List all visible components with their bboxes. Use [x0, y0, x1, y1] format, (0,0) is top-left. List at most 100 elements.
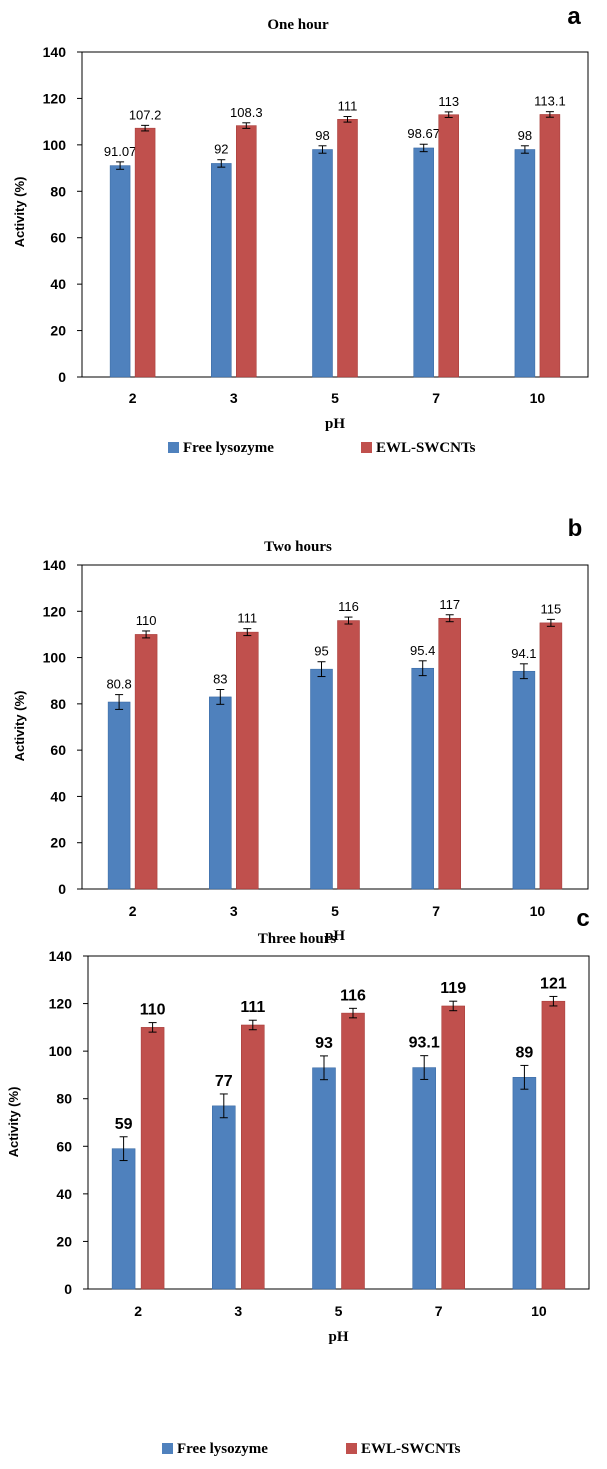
y-tick-label: 140	[43, 44, 67, 60]
bar	[413, 147, 434, 378]
legend: Free lysozyme EWL-SWCNTs	[168, 440, 476, 456]
x-tick-label: 3	[230, 903, 238, 919]
y-tick-label: 20	[56, 1233, 72, 1249]
x-tick-label: 2	[129, 903, 137, 919]
data-label: 107.2	[129, 107, 162, 122]
x-tick-label: 5	[335, 1303, 343, 1319]
bar	[134, 634, 158, 890]
panel-label: b	[568, 515, 583, 542]
bar	[236, 125, 257, 378]
data-label: 95.4	[410, 643, 435, 658]
bar	[140, 1027, 165, 1290]
bar	[539, 622, 563, 890]
data-label: 111	[240, 999, 265, 1016]
y-tick-label: 80	[50, 183, 66, 199]
data-label: 119	[440, 980, 466, 997]
chart-title: One hour	[267, 17, 329, 33]
y-tick-label: 100	[43, 137, 67, 153]
data-label: 59	[115, 1116, 133, 1133]
bar	[134, 127, 156, 378]
data-label: 98	[518, 128, 532, 143]
data-label: 77	[215, 1073, 233, 1090]
x-tick-label: 7	[435, 1303, 443, 1319]
data-label: 93	[315, 1035, 333, 1052]
bar	[438, 617, 461, 890]
y-tick-label: 60	[50, 230, 66, 246]
data-label: 108.3	[230, 105, 263, 120]
y-axis-label: Activity (%)	[6, 1087, 21, 1158]
x-tick-label: 3	[234, 1303, 242, 1319]
legend-item-label: Free lysozyme	[177, 1441, 268, 1457]
y-tick-label: 80	[56, 1091, 72, 1107]
bar	[109, 165, 131, 378]
y-tick-label: 40	[50, 276, 66, 292]
y-tick-label: 0	[58, 369, 66, 385]
bar	[541, 1000, 566, 1290]
bar	[539, 114, 561, 378]
y-axis-label: Activity (%)	[12, 691, 27, 762]
y-axis-label: Activity (%)	[12, 177, 27, 248]
bar	[512, 1077, 537, 1290]
data-label: 111	[338, 99, 358, 114]
data-label: 80.8	[106, 677, 131, 692]
data-label: 113.1	[534, 94, 566, 109]
legend-swatch	[162, 1443, 173, 1454]
data-label: 113	[438, 94, 459, 109]
bar	[241, 1024, 265, 1290]
bar	[212, 1105, 236, 1290]
legend-item-label: EWL-SWCNTs	[376, 440, 476, 456]
bar	[438, 114, 459, 378]
x-tick-label: 7	[432, 903, 440, 919]
y-tick-label: 140	[43, 557, 67, 573]
y-tick-label: 40	[50, 788, 66, 804]
data-label: 92	[214, 142, 228, 157]
y-tick-label: 60	[50, 742, 66, 758]
data-label: 110	[136, 613, 157, 628]
data-label: 115	[541, 601, 562, 616]
data-label: 110	[140, 1002, 166, 1019]
data-label: 116	[338, 599, 359, 614]
bar	[312, 149, 333, 378]
x-tick-label: 3	[230, 390, 238, 406]
bar	[111, 1148, 136, 1290]
data-label: 121	[540, 975, 567, 992]
data-label: 95	[314, 644, 328, 659]
x-tick-label: 5	[331, 903, 339, 919]
x-tick-label: 10	[530, 903, 546, 919]
bar	[341, 1012, 365, 1290]
y-tick-label: 60	[56, 1138, 72, 1154]
bar	[211, 163, 232, 378]
chart-panel-b: Two hours b 0 20 40 60 80 100 120 140 Activity (%)…	[12, 515, 589, 944]
x-axis-label: pH	[325, 416, 345, 432]
bar	[312, 1067, 336, 1290]
chart-panel-c: Three hours c 0 20 40 60 80 100 120 140 Activity (…	[6, 905, 590, 1457]
data-label: 89	[516, 1044, 534, 1061]
y-tick-label: 120	[43, 603, 67, 619]
y-tick-label: 140	[49, 948, 73, 964]
y-tick-label: 100	[49, 1043, 73, 1059]
plot-frame	[81, 564, 589, 890]
y-tick-label: 0	[64, 1281, 72, 1297]
bar	[236, 631, 259, 890]
y-tick-label: 0	[58, 881, 66, 897]
data-label: 98	[315, 128, 329, 143]
x-tick-label: 2	[129, 390, 137, 406]
y-tick-label: 20	[50, 835, 66, 851]
data-label: 98.67	[407, 126, 440, 141]
data-label: 93.1	[409, 1035, 440, 1052]
x-axis-label: pH	[325, 928, 345, 944]
data-label: 91.07	[104, 144, 137, 159]
plot-frame	[87, 955, 590, 1290]
bar	[441, 1005, 465, 1290]
y-tick-label: 120	[43, 90, 67, 106]
chart-panel-a: One hour a 0 20 40 60 80 100 120 140 Activity (%) p…	[12, 3, 589, 456]
y-tick-label: 20	[50, 323, 66, 339]
y-tick-label: 100	[43, 650, 67, 666]
bar	[310, 668, 333, 890]
x-tick-label: 2	[134, 1303, 142, 1319]
data-label: 94.1	[511, 646, 536, 661]
bar	[337, 620, 360, 890]
data-label: 116	[340, 987, 366, 1004]
x-tick-label: 5	[331, 390, 339, 406]
data-label: 117	[439, 597, 460, 612]
